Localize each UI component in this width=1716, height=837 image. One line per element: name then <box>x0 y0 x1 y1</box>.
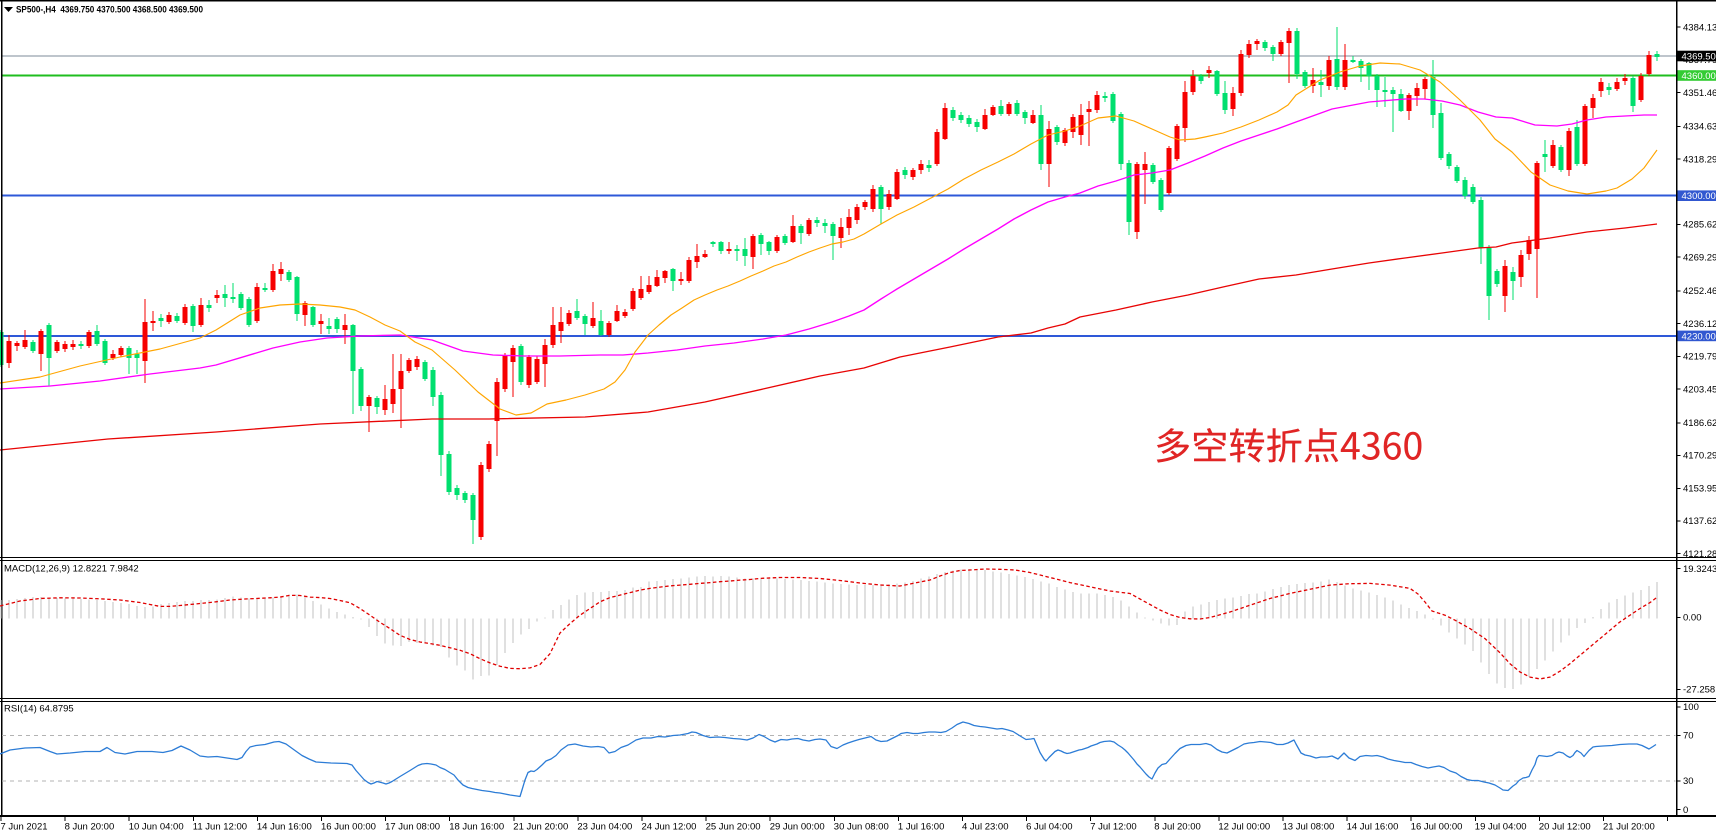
svg-text:4269.29: 4269.29 <box>1683 252 1716 263</box>
svg-text:4334.63: 4334.63 <box>1683 122 1716 133</box>
svg-text:21 Jun 20:00: 21 Jun 20:00 <box>513 822 568 833</box>
svg-text:4300.00: 4300.00 <box>1682 191 1716 202</box>
svg-text:14 Jul 16:00: 14 Jul 16:00 <box>1347 822 1399 833</box>
svg-text:4285.62: 4285.62 <box>1683 220 1716 231</box>
svg-text:13 Jul 08:00: 13 Jul 08:00 <box>1283 822 1335 833</box>
svg-text:4186.62: 4186.62 <box>1683 418 1716 429</box>
svg-text:7 Jun 2021: 7 Jun 2021 <box>1 822 48 833</box>
svg-text:4153.95: 4153.95 <box>1683 483 1716 494</box>
svg-text:MACD(12,26,9) 12.8221 7.9842: MACD(12,26,9) 12.8221 7.9842 <box>4 564 139 575</box>
svg-text:4384.13: 4384.13 <box>1683 22 1716 33</box>
svg-text:4230.00: 4230.00 <box>1682 331 1716 342</box>
svg-text:16 Jul 00:00: 16 Jul 00:00 <box>1411 822 1463 833</box>
svg-text:SP500-,H4 4369.750 4370.500 4: SP500-,H4 4369.750 4370.500 4368.500 436… <box>16 5 203 16</box>
svg-text:10 Jun 04:00: 10 Jun 04:00 <box>129 822 184 833</box>
svg-text:6 Jul 04:00: 6 Jul 04:00 <box>1026 822 1072 833</box>
svg-text:8 Jul 20:00: 8 Jul 20:00 <box>1154 822 1200 833</box>
svg-text:4 Jul 23:00: 4 Jul 23:00 <box>962 822 1008 833</box>
svg-text:4360.00: 4360.00 <box>1682 71 1716 82</box>
svg-text:1 Jul 16:00: 1 Jul 16:00 <box>898 822 944 833</box>
svg-text:12 Jul 00:00: 12 Jul 00:00 <box>1218 822 1270 833</box>
svg-text:20 Jul 12:00: 20 Jul 12:00 <box>1539 822 1591 833</box>
svg-text:100: 100 <box>1683 702 1699 713</box>
svg-text:70: 70 <box>1683 731 1694 742</box>
svg-text:11 Jun 12:00: 11 Jun 12:00 <box>193 822 247 833</box>
svg-text:4252.46: 4252.46 <box>1683 286 1716 297</box>
svg-text:16 Jun 00:00: 16 Jun 00:00 <box>321 822 376 833</box>
svg-text:19.3243: 19.3243 <box>1683 564 1716 575</box>
svg-text:0.00: 0.00 <box>1683 613 1702 624</box>
svg-text:25 Jun 20:00: 25 Jun 20:00 <box>706 822 761 833</box>
svg-text:-27.2581: -27.2581 <box>1683 685 1716 696</box>
svg-text:21 Jul 20:00: 21 Jul 20:00 <box>1603 822 1655 833</box>
svg-text:4219.79: 4219.79 <box>1683 352 1716 363</box>
svg-text:4351.46: 4351.46 <box>1683 88 1716 99</box>
svg-text:30: 30 <box>1683 776 1694 787</box>
svg-text:19 Jul 04:00: 19 Jul 04:00 <box>1475 822 1527 833</box>
svg-text:4318.29: 4318.29 <box>1683 154 1716 165</box>
svg-text:0: 0 <box>1683 805 1688 816</box>
svg-text:29 Jun 00:00: 29 Jun 00:00 <box>770 822 825 833</box>
svg-text:30 Jun 08:00: 30 Jun 08:00 <box>834 822 889 833</box>
svg-text:17 Jun 08:00: 17 Jun 08:00 <box>385 822 440 833</box>
svg-text:8 Jun 20:00: 8 Jun 20:00 <box>65 822 115 833</box>
svg-text:18 Jun 16:00: 18 Jun 16:00 <box>449 822 504 833</box>
svg-text:4170.29: 4170.29 <box>1683 451 1716 462</box>
svg-text:4369.50: 4369.50 <box>1682 51 1716 62</box>
svg-text:4203.45: 4203.45 <box>1683 384 1716 395</box>
svg-text:23 Jun 04:00: 23 Jun 04:00 <box>577 822 632 833</box>
svg-text:4236.12: 4236.12 <box>1683 319 1716 330</box>
svg-text:24 Jun 12:00: 24 Jun 12:00 <box>642 822 697 833</box>
svg-text:RSI(14) 64.8795: RSI(14) 64.8795 <box>4 704 74 715</box>
svg-text:7 Jul 12:00: 7 Jul 12:00 <box>1090 822 1136 833</box>
svg-text:14 Jun 16:00: 14 Jun 16:00 <box>257 822 312 833</box>
svg-text:4137.62: 4137.62 <box>1683 516 1716 527</box>
svg-text:4121.28: 4121.28 <box>1683 549 1716 560</box>
